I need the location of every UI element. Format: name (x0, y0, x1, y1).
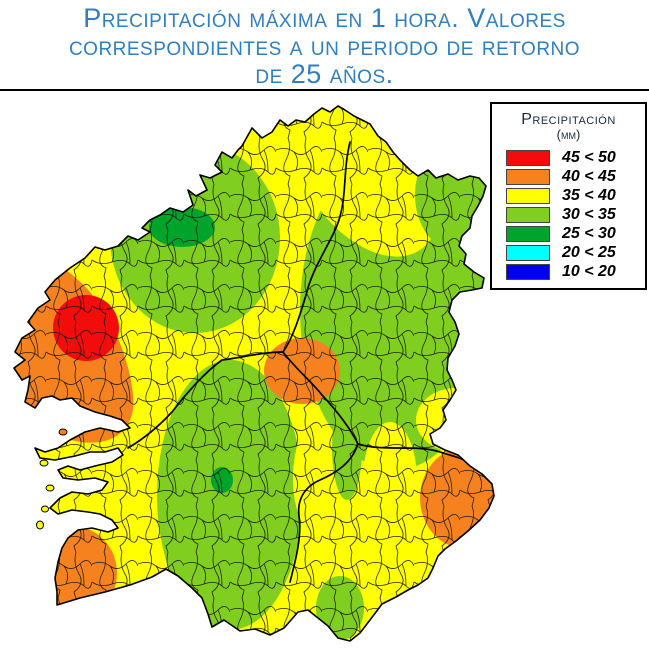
legend-item: 45 < 50 (492, 148, 645, 167)
legend-item: 25 < 30 (492, 224, 645, 243)
legend-swatch-35-40 (506, 187, 550, 204)
legend-range-label: 35 < 40 (562, 186, 616, 204)
legend-swatch-45-50 (506, 149, 550, 166)
legend-item: 35 < 40 (492, 186, 645, 205)
municipal-boundaries-mesh (14, 106, 494, 641)
map-fill-layers (14, 106, 494, 641)
atlantic-islands (36, 428, 68, 530)
legend-range-label: 45 < 50 (562, 148, 616, 166)
page-title-line-2: correspondientes a un periodo de retorno (68, 31, 581, 61)
legend-swatch-25-30 (506, 225, 550, 242)
legend-swatch-40-45 (506, 168, 550, 185)
legend-swatch-30-35 (506, 206, 550, 223)
legend-unit: (mm) (556, 127, 581, 142)
legend-swatch-10-20 (506, 263, 550, 280)
legend-title: Precipitación (521, 111, 616, 128)
legend-range-label: 20 < 25 (562, 243, 616, 261)
page-title-line-3: de 25 años. (255, 59, 394, 89)
province-boundaries (127, 141, 469, 583)
legend-item: 10 < 20 (492, 262, 645, 281)
legend-range-label: 10 < 20 (562, 262, 616, 280)
page-title: Precipitación máxima en 1 hora. Valores … (0, 4, 649, 88)
legend-range-label: 25 < 30 (562, 224, 616, 242)
legend-item: 20 < 25 (492, 243, 645, 262)
legend-item: 40 < 45 (492, 167, 645, 186)
legend-range-label: 40 < 45 (562, 167, 616, 185)
legend-range-label: 30 < 35 (562, 205, 616, 223)
page-title-line-1: Precipitación máxima en 1 hora. Valores (83, 3, 566, 33)
title-separator-line (0, 89, 649, 91)
legend-box: Precipitación (mm) 45 < 50 40 < 45 35 < … (490, 102, 647, 290)
legend-item: 30 < 35 (492, 205, 645, 224)
legend-swatch-20-25 (506, 244, 550, 261)
